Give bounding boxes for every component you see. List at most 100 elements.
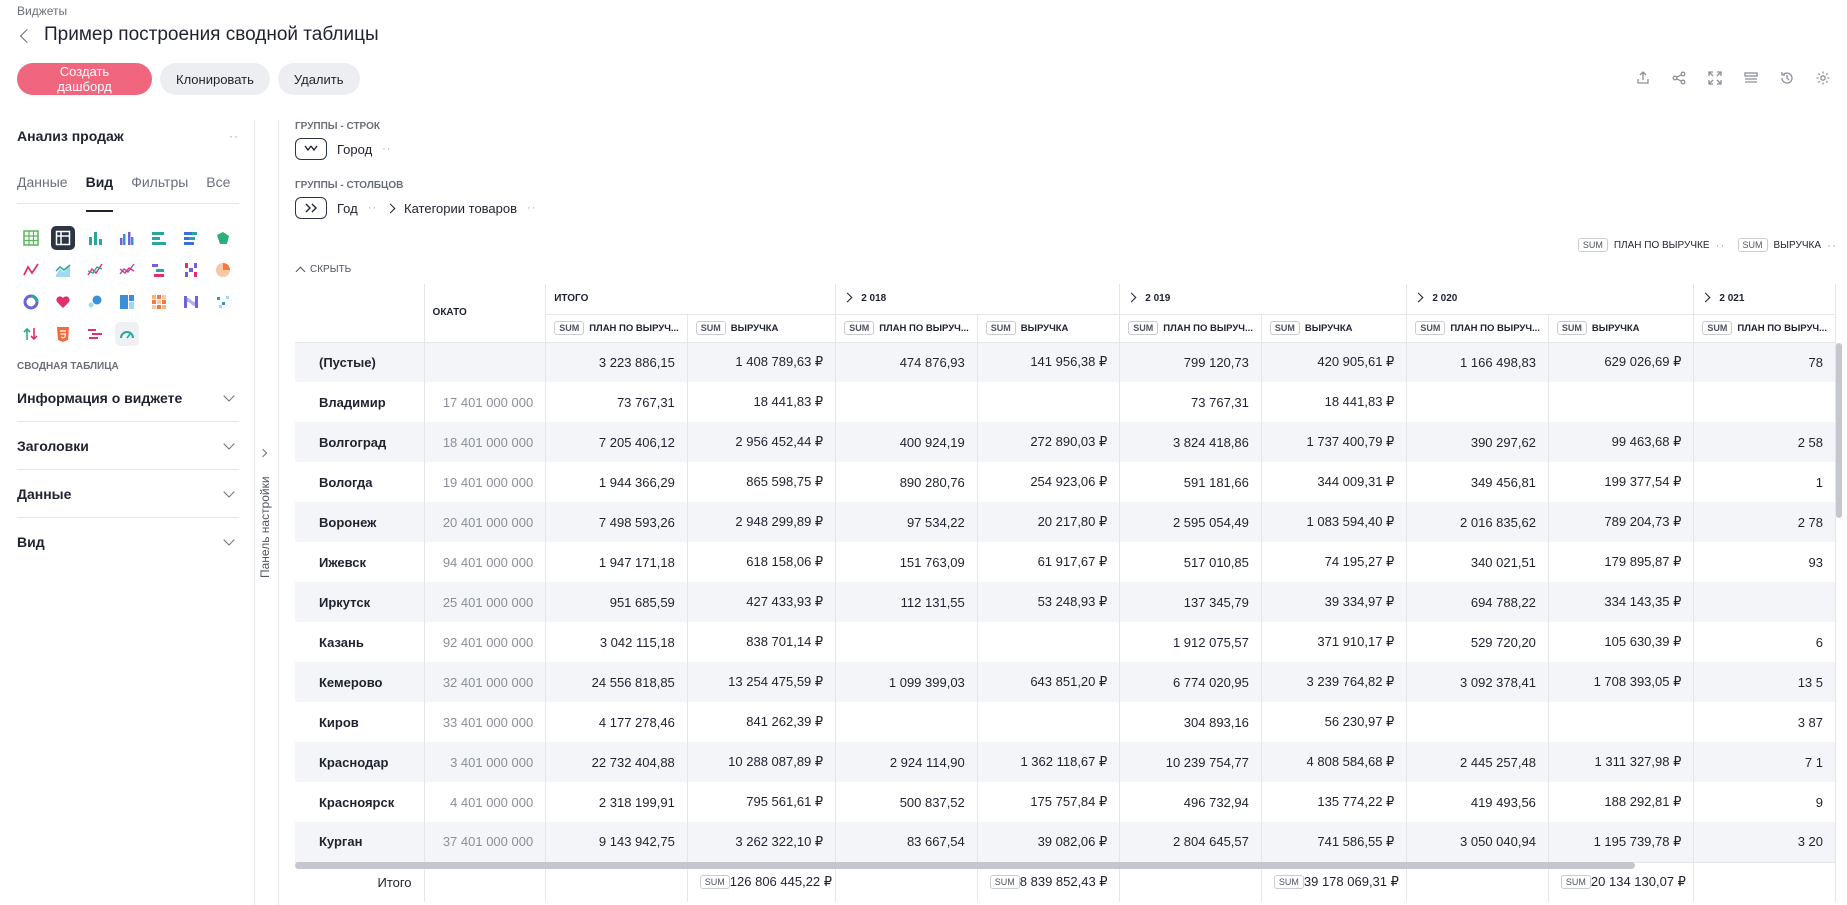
table-row[interactable]: Киров 33 401 000 000 4 177 278,46 841 262,3… — [295, 702, 1836, 742]
value-cell[interactable] — [1548, 702, 1695, 742]
value-cell[interactable]: 2 948 299,89 ₽ — [687, 502, 837, 542]
value-cell[interactable]: 2 318 199,91 — [545, 782, 688, 822]
vertical-scrollbar[interactable] — [1836, 343, 1842, 518]
value-cell[interactable]: 24 556 818,85 — [545, 662, 688, 702]
value-cell[interactable]: 175 757,84 ₽ — [977, 782, 1121, 822]
waterfall-icon[interactable] — [147, 258, 171, 282]
heatmap-icon[interactable] — [147, 290, 171, 314]
value-cell[interactable]: 151 763,09 — [835, 542, 978, 582]
measure-revenue[interactable]: SUM ВЫРУЧКА ·· — [1737, 238, 1838, 252]
value-cell[interactable]: 2 956 452,44 ₽ — [687, 422, 837, 462]
value-cell[interactable]: 427 433,93 ₽ — [687, 582, 837, 622]
city-cell[interactable]: (Пустые) — [295, 342, 425, 382]
value-cell[interactable] — [835, 382, 978, 422]
table-row[interactable]: Красноярск 4 401 000 000 2 318 199,91 795 5… — [295, 782, 1836, 822]
value-cell[interactable]: 865 598,75 ₽ — [687, 462, 837, 502]
scatter-icon[interactable] — [211, 290, 235, 314]
value-cell[interactable]: 3 262 322,10 ₽ — [687, 822, 837, 862]
value-cell[interactable]: 179 895,87 ₽ — [1548, 542, 1695, 582]
value-cell[interactable] — [1693, 582, 1836, 622]
bubble-chart-icon[interactable] — [83, 290, 107, 314]
city-cell[interactable]: Ижевск — [295, 542, 425, 582]
value-cell[interactable]: 9 143 942,75 — [545, 822, 688, 862]
value-cell[interactable]: 517 010,85 — [1119, 542, 1262, 582]
year-header[interactable]: 2 019 — [1119, 284, 1408, 315]
value-cell[interactable]: 629 026,69 ₽ — [1548, 342, 1695, 382]
value-cell[interactable]: 61 917,67 ₽ — [977, 542, 1121, 582]
year-header[interactable]: 2 020 — [1406, 284, 1695, 315]
value-cell[interactable]: 741 586,55 ₽ — [1261, 822, 1408, 862]
city-cell[interactable]: Кемерово — [295, 662, 425, 702]
grouped-bar-icon[interactable] — [115, 226, 139, 250]
value-cell[interactable]: 13 254 475,59 ₽ — [687, 662, 837, 702]
value-cell[interactable]: 474 876,93 — [835, 342, 978, 382]
value-cell[interactable]: 3 20 — [1693, 822, 1836, 862]
value-cell[interactable]: 420 905,61 ₽ — [1261, 342, 1408, 382]
measure-column-header[interactable]: SUM ВЫРУЧКА — [687, 314, 837, 343]
value-cell[interactable]: 188 292,81 ₽ — [1548, 782, 1695, 822]
more-icon[interactable]: ·· — [1827, 238, 1837, 252]
table-row[interactable]: Ижевск 94 401 000 000 1 947 171,18 618 158,… — [295, 542, 1836, 582]
value-cell[interactable]: 1 737 400,79 ₽ — [1261, 422, 1408, 462]
value-cell[interactable]: 1 099 399,03 — [835, 662, 978, 702]
value-cell[interactable] — [1548, 382, 1695, 422]
settings-icon[interactable] — [1815, 70, 1831, 86]
table-row[interactable]: Курган 37 401 000 000 9 143 942,75 3 262 32… — [295, 822, 1836, 862]
city-cell[interactable]: Краснодар — [295, 742, 425, 782]
value-cell[interactable]: 340 021,51 — [1406, 542, 1549, 582]
gauge-icon[interactable] — [115, 322, 139, 346]
city-cell[interactable]: Казань — [295, 622, 425, 662]
value-cell[interactable] — [1693, 382, 1836, 422]
gantt-icon[interactable] — [83, 322, 107, 346]
value-cell[interactable]: 2 78 — [1693, 502, 1836, 542]
value-cell[interactable]: 1 362 118,67 ₽ — [977, 742, 1121, 782]
tab-data[interactable]: Данные — [17, 174, 68, 190]
value-cell[interactable]: 199 377,54 ₽ — [1548, 462, 1695, 502]
value-cell[interactable]: 1 — [1693, 462, 1836, 502]
column-expand-toggle[interactable] — [295, 197, 327, 219]
value-cell[interactable] — [977, 702, 1121, 742]
more-icon[interactable]: ·· — [367, 202, 378, 214]
value-cell[interactable]: 838 701,14 ₽ — [687, 622, 837, 662]
value-cell[interactable]: 334 143,35 ₽ — [1548, 582, 1695, 622]
table-row[interactable]: Иркутск 25 401 000 000 951 685,59 427 433,9… — [295, 582, 1836, 622]
horizontal-scrollbar[interactable] — [295, 862, 1635, 869]
column-group-chip-category[interactable]: Категории товаров ·· — [404, 201, 536, 216]
value-cell[interactable]: 53 248,93 ₽ — [977, 582, 1121, 622]
measure-column-header[interactable]: SUM ПЛАН ПО ВЫРУЧ... — [835, 314, 978, 343]
value-cell[interactable] — [977, 382, 1121, 422]
measure-column-header[interactable]: SUM ПЛАН ПО ВЫРУЧ... — [1693, 314, 1836, 343]
measure-column-header[interactable]: SUM ПЛАН ПО ВЫРУЧ... — [1119, 314, 1262, 343]
year-header[interactable]: 2 018 — [835, 284, 1121, 315]
back-arrow-icon[interactable] — [19, 28, 35, 43]
value-cell[interactable]: 112 131,55 — [835, 582, 978, 622]
value-cell[interactable]: 618 158,06 ₽ — [687, 542, 837, 582]
more-icon[interactable]: ·· — [527, 202, 537, 214]
pivot-table-icon[interactable] — [51, 226, 75, 250]
widget-name[interactable]: Анализ продаж — [17, 128, 124, 144]
fullscreen-icon[interactable] — [1707, 70, 1723, 86]
year-header[interactable]: 2 021 — [1693, 284, 1836, 315]
city-cell[interactable]: Иркутск — [295, 582, 425, 622]
value-cell[interactable]: 4 808 584,68 ₽ — [1261, 742, 1408, 782]
value-cell[interactable] — [835, 622, 978, 662]
table-row[interactable]: Казань 92 401 000 000 3 042 115,18 838 701,… — [295, 622, 1836, 662]
value-cell[interactable]: 1 944 366,29 — [545, 462, 688, 502]
delete-button[interactable]: Удалить — [277, 63, 360, 95]
value-cell[interactable]: 3 239 764,82 ₽ — [1261, 662, 1408, 702]
combo-chart-icon[interactable] — [115, 258, 139, 282]
okato-header[interactable]: ОКАТО — [424, 284, 547, 343]
value-cell[interactable]: 3 042 115,18 — [545, 622, 688, 662]
value-cell[interactable]: 390 297,62 — [1406, 422, 1549, 462]
hide-toggle[interactable]: СКРЫТЬ — [295, 264, 351, 277]
table-row[interactable]: (Пустые) 3 223 886,15 1 408 789,63 ₽474 87… — [295, 342, 1836, 382]
value-cell[interactable]: 371 910,17 ₽ — [1261, 622, 1408, 662]
map-icon[interactable] — [211, 226, 235, 250]
value-cell[interactable]: 500 837,52 — [835, 782, 978, 822]
table-row[interactable]: Краснодар 3 401 000 000 22 732 404,88 10 28… — [295, 742, 1836, 782]
accordion-widget-info[interactable]: Информация о виджете — [17, 374, 239, 422]
history-icon[interactable] — [1779, 70, 1795, 86]
value-cell[interactable]: 56 230,97 ₽ — [1261, 702, 1408, 742]
table-row[interactable]: Вологда 19 401 000 000 1 944 366,29 865 598… — [295, 462, 1836, 502]
value-cell[interactable]: 74 195,27 ₽ — [1261, 542, 1408, 582]
